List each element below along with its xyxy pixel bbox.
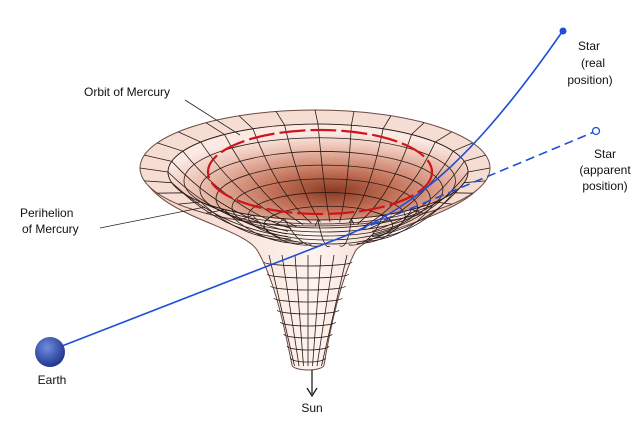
star-real xyxy=(559,27,567,35)
grid-line xyxy=(157,192,292,240)
label-star-apparent: Star xyxy=(594,147,616,161)
grid-line xyxy=(363,201,452,242)
grid-line xyxy=(183,137,456,225)
label-perihelion: Perihelion xyxy=(20,206,73,220)
leader-orbit xyxy=(184,99,241,136)
grid-line xyxy=(321,254,348,367)
label-star-real: (real xyxy=(581,56,605,70)
grid-line xyxy=(178,201,297,242)
label-perihelion: of Mercury xyxy=(22,222,79,236)
grid-line xyxy=(348,214,392,246)
grid-line xyxy=(205,122,304,225)
grid-line xyxy=(231,178,419,237)
label-sun: Sun xyxy=(301,401,322,415)
label-orbit: Orbit of Mercury xyxy=(84,85,170,99)
grid-line xyxy=(294,254,304,367)
grid-line xyxy=(348,115,392,224)
grid-line xyxy=(139,167,288,235)
grid-line xyxy=(238,115,312,224)
grid-line xyxy=(371,180,486,238)
earth xyxy=(35,337,65,367)
grid-line xyxy=(268,254,295,367)
label-star-real: Star xyxy=(578,39,600,53)
grid-line xyxy=(356,209,425,244)
grid-line xyxy=(363,131,453,227)
grid-line xyxy=(368,142,473,230)
grid-line xyxy=(263,205,393,245)
grid-line xyxy=(316,254,335,367)
light-path-apparent xyxy=(344,131,595,237)
grid-line xyxy=(144,180,289,238)
grid-line xyxy=(314,218,331,248)
grid-line xyxy=(178,131,297,227)
grid-line xyxy=(199,151,444,229)
grid-line xyxy=(312,254,322,367)
label-star-apparent: position) xyxy=(582,179,627,193)
label-star-real: position) xyxy=(567,73,612,87)
grid-line xyxy=(368,192,473,240)
grid-line xyxy=(339,111,355,223)
leader-perihelion xyxy=(99,206,206,229)
star-apparent xyxy=(591,126,601,136)
grid-line xyxy=(356,122,425,225)
mercury-orbit xyxy=(206,128,434,216)
grid-line xyxy=(215,164,431,233)
label-star-apparent: (apparent xyxy=(579,163,631,177)
grid-line xyxy=(144,154,289,232)
grid-line xyxy=(247,192,406,241)
label-earth: Earth xyxy=(38,373,67,387)
grid-line xyxy=(281,254,300,367)
sun-arrowhead xyxy=(306,387,318,398)
grid-line xyxy=(275,218,321,247)
